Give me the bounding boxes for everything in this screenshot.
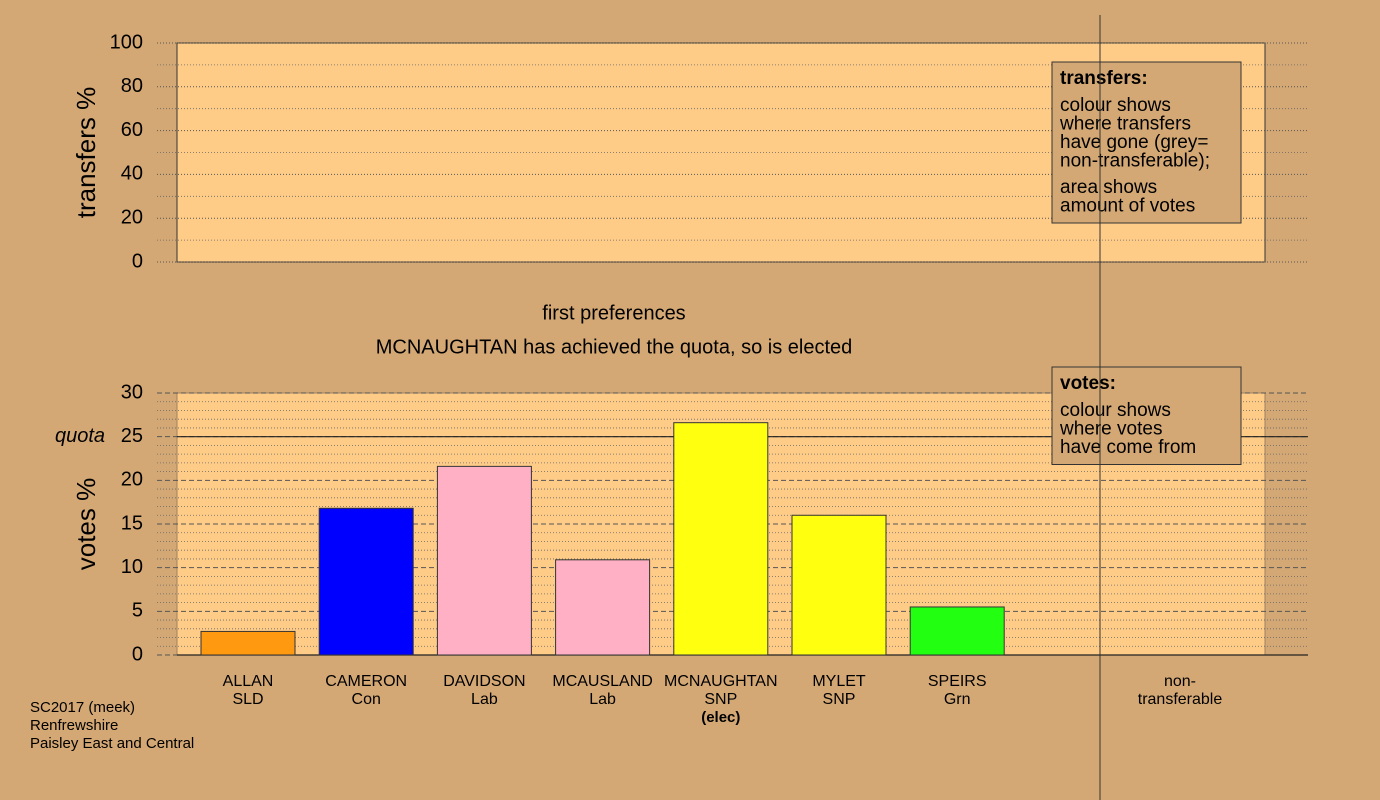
x-tick-label: (elec) (701, 709, 740, 726)
legend-text: colour shows (1060, 95, 1171, 116)
x-tick-label: MCAUSLAND (552, 673, 652, 690)
y-tick-label: 60 (121, 119, 143, 141)
y-tick-label: 25 (121, 425, 143, 447)
x-tick-label: CAMERON (325, 673, 407, 690)
bar (200, 630, 296, 656)
x-tick-label: Lab (589, 691, 616, 708)
bar (318, 507, 414, 656)
x-tick-label: MYLET (812, 673, 866, 690)
x-tick-label: DAVIDSON (443, 673, 525, 690)
y-tick-label: 40 (121, 163, 143, 185)
y-tick-label: 15 (121, 512, 143, 534)
x-tick-label: Con (352, 691, 381, 708)
legend-text: area shows (1060, 177, 1157, 198)
legend-text: have gone (grey= (1060, 132, 1208, 153)
legend-text: have come from (1060, 437, 1196, 458)
y-tick-label: 80 (121, 75, 143, 97)
y-axis-label: votes % (71, 478, 101, 571)
legend-title: transfers: (1060, 68, 1148, 89)
y-tick-label: 20 (121, 206, 143, 228)
bar (673, 422, 769, 656)
x-tick-label: Lab (471, 691, 498, 708)
legend-text: amount of votes (1060, 196, 1195, 217)
x-tick-label: SNP (823, 691, 856, 708)
bar (791, 514, 887, 656)
x-tick-label: SPEIRS (928, 673, 987, 690)
y-tick-label: 5 (132, 600, 143, 622)
quota-label: quota (55, 425, 105, 447)
subtitle: MCNAUGHTAN has achieved the quota, so is… (376, 336, 853, 358)
x-tick-label: SNP (704, 691, 737, 708)
bar (555, 559, 651, 656)
legend-text: non-transferable); (1060, 151, 1210, 172)
legend-box (1051, 366, 1242, 465)
x-tick-label: SLD (232, 691, 263, 708)
y-tick-label: 30 (121, 381, 143, 403)
footer: SC2017 (meek) (30, 699, 135, 716)
legend-title: votes: (1060, 373, 1116, 394)
y-tick-label: 20 (121, 469, 143, 491)
legend-text: where transfers (1059, 114, 1191, 135)
x-tick-label: Grn (944, 691, 971, 708)
bar (909, 606, 1005, 656)
x-tick-label: transferable (1138, 691, 1223, 708)
y-tick-label: 100 (110, 31, 143, 53)
footer: Paisley East and Central (30, 735, 194, 752)
legend-text: colour shows (1060, 400, 1171, 421)
subtitle: first preferences (542, 302, 685, 324)
legend-text: where votes (1059, 419, 1162, 440)
bar (436, 465, 532, 656)
y-tick-label: 0 (132, 643, 143, 665)
y-axis-label: transfers % (71, 87, 101, 219)
footer: Renfrewshire (30, 717, 118, 734)
x-tick-label: ALLAN (223, 673, 274, 690)
y-tick-label: 10 (121, 556, 143, 578)
x-tick-label: non- (1164, 673, 1196, 690)
y-tick-label: 0 (132, 250, 143, 272)
x-tick-label: MCNAUGHTAN (664, 673, 777, 690)
legend-box (1051, 61, 1242, 224)
